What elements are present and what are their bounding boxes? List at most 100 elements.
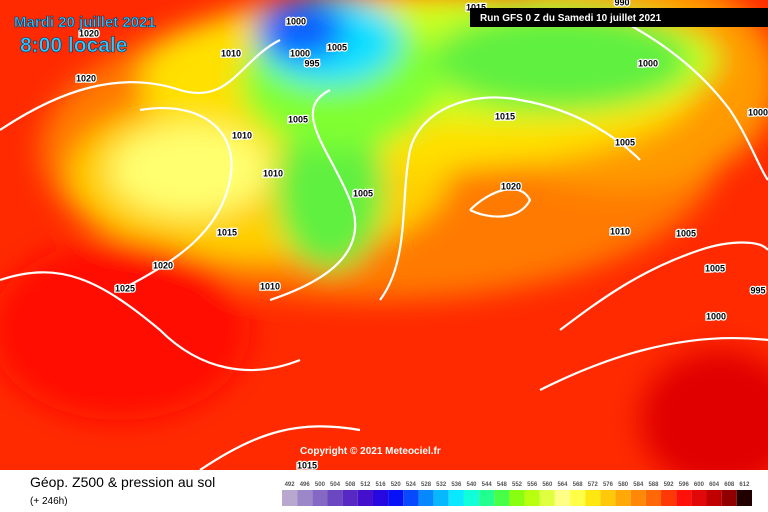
isobar-label: 1015 (297, 460, 317, 470)
legend-label: 500 (315, 482, 326, 488)
isobar-label: 995 (304, 58, 319, 68)
isobar-label: 1020 (79, 28, 99, 38)
forecast-time: 8:00 locale (20, 34, 127, 57)
copyright: Copyright © 2021 Meteociel.fr (300, 446, 441, 457)
legend-swatch (479, 490, 495, 506)
legend-label: 524 (406, 482, 417, 488)
legend-swatch (570, 490, 586, 506)
legend-label: 600 (694, 482, 705, 488)
legend-label: 520 (391, 482, 402, 488)
legend-label: 580 (618, 482, 629, 488)
legend-swatch (342, 490, 358, 506)
isobar-label: 1020 (153, 260, 173, 270)
legend-swatch (554, 490, 571, 506)
legend-label: 540 (467, 482, 478, 488)
isobar-lines (0, 19, 768, 471)
legend-swatch (600, 490, 616, 506)
isobar-label: 1020 (76, 73, 96, 83)
legend-label: 572 (588, 482, 599, 488)
legend-label: 536 (451, 482, 462, 488)
isobar-label: 1010 (263, 168, 283, 178)
footer-title: Géop. Z500 & pression au sol (30, 474, 215, 490)
legend-label: 508 (345, 482, 356, 488)
legend-swatch (327, 490, 343, 506)
legend-swatch (403, 490, 419, 506)
isobar-label: 1005 (353, 188, 373, 198)
legend-label: 588 (648, 482, 659, 488)
legend-label: 560 (542, 482, 553, 488)
legend-swatch (448, 490, 464, 506)
legend-label: 496 (300, 482, 311, 488)
legend-label: 584 (633, 482, 644, 488)
isobar-label: 1000 (290, 48, 310, 58)
isobar-label: 1010 (260, 281, 280, 291)
isobar-label: 995 (750, 285, 765, 295)
isobar-label: 990 (614, 0, 629, 7)
isobar-label: 1015 (495, 111, 515, 121)
legend-swatch (645, 490, 662, 506)
legend-label: 612 (739, 482, 750, 488)
legend-label: 548 (497, 482, 508, 488)
run-info: Run GFS 0 Z du Samedi 10 juillet 2021 (480, 13, 662, 24)
isobar-label: 1025 (115, 283, 135, 293)
legend-swatch (630, 490, 646, 506)
isobar-label: 1000 (286, 16, 306, 26)
legend-swatch (463, 490, 480, 506)
isobar-label: 1000 (706, 311, 726, 321)
legend-label: 592 (664, 482, 675, 488)
legend-swatch (585, 490, 601, 506)
isobar-label: 1005 (288, 114, 308, 124)
legend-swatch (736, 490, 752, 506)
legend-swatch (706, 490, 722, 506)
legend-label: 528 (421, 482, 432, 488)
legend-swatch (372, 490, 389, 506)
footer-lead: (+ 246h) (30, 496, 68, 507)
legend-label: 556 (527, 482, 538, 488)
legend-swatch (676, 490, 692, 506)
legend-swatch (494, 490, 510, 506)
legend-label: 576 (603, 482, 614, 488)
legend-label: 532 (436, 482, 447, 488)
isobar-label: 1000 (638, 58, 658, 68)
run-banner (470, 8, 768, 27)
isobar-label: 1000 (748, 107, 768, 117)
isobar-label: 1010 (610, 226, 630, 236)
legend-swatch (524, 490, 540, 506)
legend-swatch (509, 490, 525, 506)
isobar-label: 1020 (501, 181, 521, 191)
isobar-label: 1015 (217, 227, 237, 237)
legend-label: 492 (285, 482, 296, 488)
field-background (0, 0, 768, 490)
legend-swatch (721, 490, 737, 506)
legend-swatch (312, 490, 328, 506)
legend-swatch (661, 490, 677, 506)
isobar-label: 1005 (705, 263, 725, 273)
legend-label: 552 (512, 482, 523, 488)
legend-swatch (539, 490, 555, 506)
legend-label: 564 (557, 482, 568, 488)
isobar-label: 1005 (327, 42, 347, 52)
isobar-label: 1005 (615, 137, 635, 147)
legend-swatch (357, 490, 373, 506)
legend-label: 512 (360, 482, 371, 488)
isobar-label: 1010 (232, 130, 252, 140)
legend-label: 568 (573, 482, 584, 488)
legend-swatch (297, 490, 313, 506)
legend-swatch (433, 490, 449, 506)
isobar-label: 1010 (221, 48, 241, 58)
legend-label: 504 (330, 482, 341, 488)
legend-label: 516 (376, 482, 387, 488)
color-legend: 492 496 500 504 508 512 516 520 524 528 532 536 540 5… (282, 482, 752, 506)
legend-swatch (282, 490, 298, 506)
legend-label: 544 (482, 482, 493, 488)
legend-label: 608 (724, 482, 735, 488)
legend-label: 596 (679, 482, 690, 488)
legend-swatch (691, 490, 707, 506)
isobar-label: 1005 (676, 228, 696, 238)
legend-label: 604 (709, 482, 720, 488)
legend-swatch (615, 490, 631, 506)
legend-swatch (388, 490, 404, 506)
forecast-date: Mardi 20 juillet 2021 (14, 14, 156, 31)
legend-swatch (418, 490, 434, 506)
